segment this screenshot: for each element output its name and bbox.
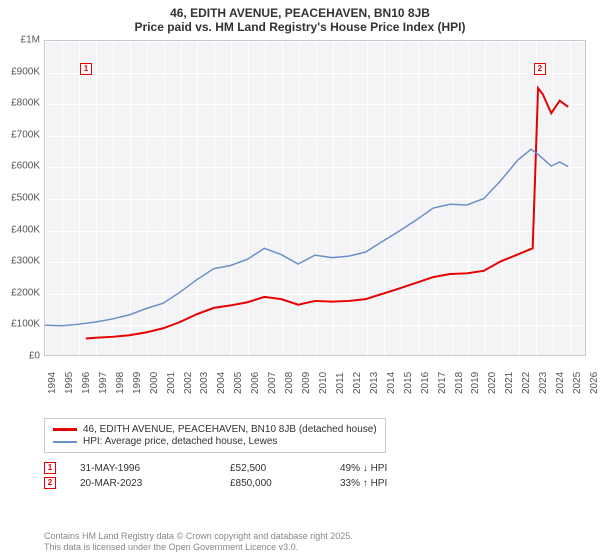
x-axis-tick: 2006 bbox=[250, 372, 261, 394]
x-axis-tick: 2014 bbox=[386, 372, 397, 394]
y-axis-tick: £700K bbox=[0, 129, 40, 140]
transaction-marker: 1 bbox=[44, 462, 56, 474]
chart-title: 46, EDITH AVENUE, PEACEHAVEN, BN10 8JB bbox=[0, 0, 600, 20]
chart-subtitle: Price paid vs. HM Land Registry's House … bbox=[0, 20, 600, 38]
x-axis-tick: 2016 bbox=[420, 372, 431, 394]
x-axis-tick: 1996 bbox=[81, 372, 92, 394]
footer-attribution: Contains HM Land Registry data © Crown c… bbox=[44, 531, 353, 554]
x-axis-tick: 2010 bbox=[318, 372, 329, 394]
x-axis-tick: 1994 bbox=[47, 372, 58, 394]
x-axis-tick: 2002 bbox=[183, 372, 194, 394]
transaction-row: 1 31-MAY-1996£52,50049% ↓ HPI bbox=[44, 462, 586, 474]
x-axis-tick: 2023 bbox=[538, 372, 549, 394]
line-series bbox=[45, 41, 585, 355]
legend-series-2: HPI: Average price, detached house, Lewe… bbox=[53, 436, 377, 447]
transaction-date: 20-MAR-2023 bbox=[80, 478, 230, 489]
x-axis-tick: 2022 bbox=[521, 372, 532, 394]
y-axis-tick: £1M bbox=[0, 35, 40, 46]
x-axis-tick: 2007 bbox=[267, 372, 278, 394]
legend-series-1: 46, EDITH AVENUE, PEACEHAVEN, BN10 8JB (… bbox=[53, 424, 377, 435]
x-axis-tick: 2017 bbox=[437, 372, 448, 394]
plot-area: 12 bbox=[44, 40, 586, 356]
transaction-table: 1 31-MAY-1996£52,50049% ↓ HPI 2 20-MAR-2023… bbox=[44, 462, 586, 489]
x-axis-tick: 2026 bbox=[589, 372, 600, 394]
transaction-pct: 49% ↓ HPI bbox=[340, 463, 460, 474]
transaction-marker: 2 bbox=[44, 477, 56, 489]
y-axis-tick: £0 bbox=[0, 351, 40, 362]
legend-swatch-2 bbox=[53, 441, 77, 443]
legend-swatch-1 bbox=[53, 428, 77, 431]
x-axis-tick: 2020 bbox=[487, 372, 498, 394]
y-axis-tick: £300K bbox=[0, 256, 40, 267]
x-axis-tick: 2001 bbox=[166, 372, 177, 394]
x-axis-tick: 2024 bbox=[555, 372, 566, 394]
legend-label-2: HPI: Average price, detached house, Lewe… bbox=[83, 436, 277, 447]
x-axis-tick: 2012 bbox=[352, 372, 363, 394]
y-axis-tick: £600K bbox=[0, 161, 40, 172]
transaction-price: £850,000 bbox=[230, 478, 340, 489]
y-axis-tick: £900K bbox=[0, 66, 40, 77]
footer-line-2: This data is licensed under the Open Gov… bbox=[44, 542, 353, 554]
x-axis-tick: 2019 bbox=[470, 372, 481, 394]
chart-marker: 1 bbox=[80, 63, 92, 75]
legend-box: 46, EDITH AVENUE, PEACEHAVEN, BN10 8JB (… bbox=[44, 418, 386, 453]
x-axis-tick: 2008 bbox=[284, 372, 295, 394]
transaction-pct: 33% ↑ HPI bbox=[340, 478, 460, 489]
x-axis-tick: 2004 bbox=[216, 372, 227, 394]
x-axis-tick: 2021 bbox=[504, 372, 515, 394]
x-axis-tick: 2005 bbox=[233, 372, 244, 394]
x-axis-tick: 2000 bbox=[149, 372, 160, 394]
gridline-horizontal bbox=[45, 357, 585, 358]
x-axis-tick: 2015 bbox=[403, 372, 414, 394]
y-axis-tick: £100K bbox=[0, 319, 40, 330]
x-axis-tick: 2018 bbox=[454, 372, 465, 394]
x-axis-tick: 2013 bbox=[369, 372, 380, 394]
transaction-price: £52,500 bbox=[230, 463, 340, 474]
footer-line-1: Contains HM Land Registry data © Crown c… bbox=[44, 531, 353, 543]
legend-label-1: 46, EDITH AVENUE, PEACEHAVEN, BN10 8JB (… bbox=[83, 424, 377, 435]
transaction-row: 2 20-MAR-2023£850,00033% ↑ HPI bbox=[44, 477, 586, 489]
x-axis-tick: 1999 bbox=[132, 372, 143, 394]
chart-marker: 2 bbox=[534, 63, 546, 75]
x-axis-tick: 1995 bbox=[64, 372, 75, 394]
chart-area: £0 £100K £200K £300K £400K £500K £600K £700K £80… bbox=[0, 40, 600, 380]
series-property bbox=[86, 88, 568, 338]
y-axis-tick: £400K bbox=[0, 224, 40, 235]
transaction-date: 31-MAY-1996 bbox=[80, 463, 230, 474]
x-axis-tick: 1998 bbox=[115, 372, 126, 394]
x-axis-tick: 2003 bbox=[199, 372, 210, 394]
y-axis-tick: £500K bbox=[0, 193, 40, 204]
x-axis-tick: 1997 bbox=[98, 372, 109, 394]
y-axis-tick: £800K bbox=[0, 98, 40, 109]
gridline-vertical bbox=[587, 41, 588, 355]
x-axis-tick: 2011 bbox=[335, 372, 346, 394]
y-axis-tick: £200K bbox=[0, 287, 40, 298]
legend-and-transactions: 46, EDITH AVENUE, PEACEHAVEN, BN10 8JB (… bbox=[44, 418, 586, 492]
x-axis-tick: 2025 bbox=[572, 372, 583, 394]
x-axis-tick: 2009 bbox=[301, 372, 312, 394]
series-hpi bbox=[45, 149, 568, 325]
